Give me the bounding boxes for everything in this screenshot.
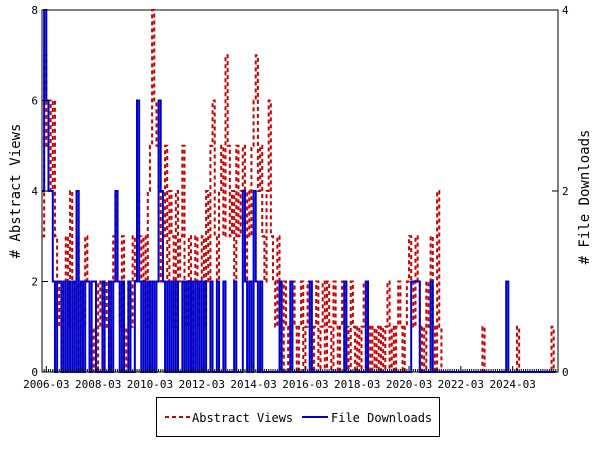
y-right-tick-label: 2 xyxy=(562,185,569,198)
x-tick-label: 2016-03 xyxy=(282,378,328,391)
x-tick-label: 2022-03 xyxy=(438,378,484,391)
y-left-tick-label: 6 xyxy=(31,95,38,108)
legend-swatch-abstract-views xyxy=(165,416,191,418)
y-right-tick-label: 0 xyxy=(562,366,569,379)
axis-ticks: 2006-03 2008-03 2010-03 2012-03 2014-03 2016-… xyxy=(23,4,569,391)
legend-swatch-file-downloads xyxy=(302,416,328,418)
x-tick-label: 2018-03 xyxy=(334,378,380,391)
x-tick-label: 2020-03 xyxy=(386,378,432,391)
y-axis-left-title: # Abstract Views xyxy=(8,124,24,259)
y-left-tick-label: 2 xyxy=(31,276,38,289)
x-tick-label: 2006-03 xyxy=(23,378,69,391)
series-line-abstract-views xyxy=(42,9,556,373)
y-right-tick-label: 4 xyxy=(562,4,569,17)
chart-marks xyxy=(42,9,556,373)
y-axis-right-title: # File Downloads xyxy=(577,130,593,265)
y-left-tick-label: 4 xyxy=(31,185,38,198)
x-tick-label: 2012-03 xyxy=(179,378,225,391)
y-left-tick-label: 8 xyxy=(31,4,38,17)
x-tick-label: 2014-03 xyxy=(230,378,276,391)
series-line-file-downloads xyxy=(42,9,556,373)
legend-label-file-downloads: File Downloads xyxy=(331,411,433,425)
legend-label-abstract-views: Abstract Views xyxy=(192,411,294,425)
y-left-tick-label: 0 xyxy=(31,366,38,379)
x-tick-label: 2008-03 xyxy=(75,378,121,391)
x-tick-label: 2010-03 xyxy=(127,378,173,391)
legend: Abstract Views File Downloads xyxy=(156,397,440,437)
x-tick-label: 2024-03 xyxy=(489,378,535,391)
